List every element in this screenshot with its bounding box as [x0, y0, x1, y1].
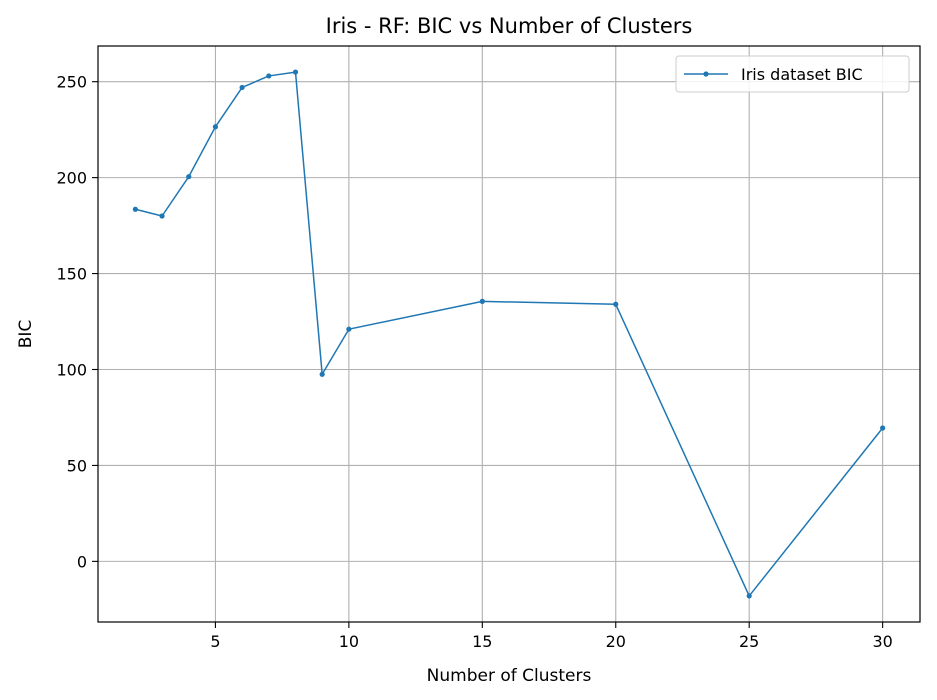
x-tick-label: 30: [872, 632, 892, 651]
legend: Iris dataset BIC: [675, 55, 910, 93]
x-axis-label: Number of Clusters: [427, 666, 592, 686]
data-point: [159, 213, 165, 219]
data-point: [346, 326, 352, 332]
y-axis-label: BIC: [16, 320, 36, 349]
data-point: [479, 298, 485, 304]
data-point: [292, 69, 299, 75]
x-tick-label: 20: [606, 632, 626, 651]
series-layer: [132, 69, 886, 599]
data-point: [266, 73, 272, 79]
legend-entry-label: Iris dataset BIC: [741, 65, 863, 84]
data-point: [319, 371, 325, 377]
data-point: [186, 174, 192, 180]
y-tick-label: 0: [77, 552, 87, 571]
x-tick-label: 15: [472, 632, 492, 651]
data-point: [132, 206, 138, 212]
x-tick-label: 10: [339, 632, 359, 651]
data-point: [212, 124, 219, 130]
y-tick-label: 100: [56, 360, 87, 379]
y-tick-label: 150: [56, 265, 87, 284]
y-axis-ticks: 0 50 100 150 200 250: [56, 73, 98, 571]
data-point: [239, 84, 245, 91]
x-tick-label: 5: [210, 632, 220, 651]
data-point: [613, 301, 619, 307]
y-tick-label: 200: [56, 169, 87, 188]
x-axis-ticks: 5 10 15 20 25 30: [210, 622, 893, 651]
y-tick-label: 50: [67, 456, 87, 475]
chart-title: Iris - RF: BIC vs Number of Clusters: [326, 14, 693, 38]
legend-marker-swatch: [703, 71, 709, 77]
grid: [98, 46, 920, 622]
data-point: [746, 593, 752, 599]
legend-box: [675, 55, 910, 93]
plot-frame: [97, 45, 921, 623]
data-point: [880, 425, 886, 431]
y-tick-label: 250: [56, 73, 87, 92]
x-tick-label: 25: [739, 632, 759, 651]
